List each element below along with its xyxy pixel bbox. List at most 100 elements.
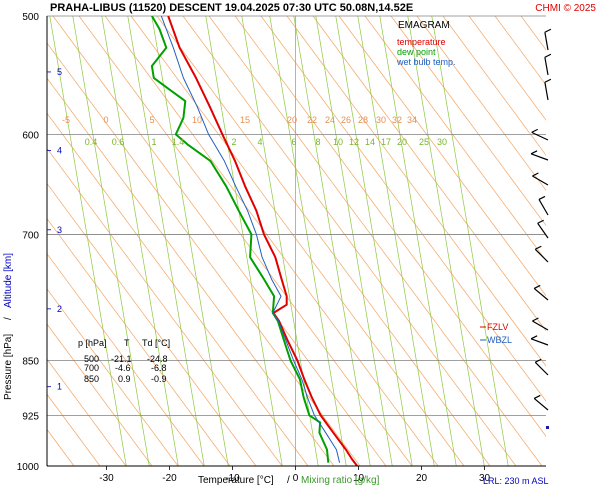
dry-adiabat-line (130, 16, 465, 466)
wind-barb-flag (544, 53, 552, 58)
x-tick-label: 10 (353, 473, 365, 484)
dry-adiabat-line (52, 16, 387, 466)
wind-barb-icon (537, 222, 549, 239)
mixing-ratio-label: 8 (315, 137, 320, 147)
table-cell: 500 (84, 354, 99, 364)
legend-dew-point: dew point (397, 47, 436, 57)
wind-barb-icon (534, 361, 549, 376)
wet-bulb-line (160, 16, 341, 463)
dry-adiabat-line (208, 16, 543, 466)
wbzl-marker: WBZL (487, 335, 512, 345)
x-tick-label: -20 (162, 473, 177, 484)
wind-barb-icon (532, 320, 549, 331)
dry-adiabat-line (47, 147, 283, 466)
wind-barb-icon (530, 338, 549, 346)
y-tick-label: 500 (22, 12, 39, 23)
table-cell: 850 (84, 374, 99, 384)
wind-barb-icon (544, 57, 549, 76)
wind-barb-flag (544, 28, 552, 33)
legend-temperature: temperature (397, 37, 446, 47)
dry-adiabat-line (468, 16, 546, 121)
dry-adiabat-label: -5 (62, 115, 70, 125)
dry-adiabat-label: 22 (307, 115, 317, 125)
wind-barb-flag (533, 394, 541, 399)
mixing-ratio-line (431, 16, 509, 466)
table-cell: -21.1 (111, 354, 132, 364)
mixing-ratio-label: 12 (349, 137, 359, 147)
dry-adiabat-label: 26 (341, 115, 351, 125)
dry-adiabat-line (47, 42, 361, 466)
altitude-tick-label: 5 (57, 67, 62, 77)
altitude-tick-label: 4 (57, 145, 62, 155)
y-tick-label: 600 (22, 130, 39, 141)
mixing-ratio-label: 1 (151, 137, 156, 147)
temperature-line (167, 16, 358, 466)
table-header-p: p [hPa] (78, 338, 107, 348)
mixing-ratio-label: 0.4 (85, 137, 98, 147)
wind-barb-flag (537, 219, 544, 224)
dry-adiabat-line (573, 16, 600, 466)
mixing-ratio-label: 1.4 (172, 137, 185, 147)
altitude-tick-label: 2 (57, 304, 62, 314)
table-cell: -6.8 (151, 363, 167, 373)
wind-barb-flag (530, 150, 538, 155)
wind-barb-flag (531, 128, 538, 133)
dry-adiabat-line (260, 16, 546, 402)
y-tick-label: 925 (22, 411, 39, 422)
mixing-ratio-label: 20 (397, 137, 407, 147)
y-tick-label: 700 (22, 230, 39, 241)
chart-title: PRAHA-LIBUS (11520) DESCENT 19.04.2025 0… (50, 2, 413, 14)
dry-adiabat-line (338, 16, 546, 297)
mixing-ratio-line (151, 16, 229, 466)
altitude-tick-label: 1 (57, 382, 62, 392)
dry-adiabat-label: 5 (149, 115, 154, 125)
dry-adiabat-line (47, 253, 205, 466)
dry-adiabat-line (234, 16, 546, 437)
mixing-ratio-label: 6 (291, 137, 296, 147)
wind-barb-icon (544, 82, 549, 101)
wind-barb-flag (533, 284, 541, 289)
mixing-ratio-label: 14 (365, 137, 375, 147)
lrl-text: LRL: 230 m ASL (483, 476, 549, 486)
wind-barb-flag (535, 358, 542, 363)
mixing-ratio-line (357, 16, 435, 466)
wind-barb-flag (532, 172, 539, 177)
dry-adiabat-label: 30 (376, 115, 386, 125)
x-tick-label: -30 (99, 473, 114, 484)
altitude-tick-label: 3 (57, 225, 62, 235)
dry-adiabat-line (312, 16, 546, 332)
dry-adiabat-line (442, 16, 546, 156)
mixing-ratio-line (335, 16, 413, 466)
wind-barb-icon (532, 175, 549, 186)
fzlv-marker: FZLV (487, 322, 508, 332)
wind-barb-icon (538, 199, 549, 216)
dry-adiabat-line (78, 16, 413, 466)
mixing-ratio-line (293, 16, 371, 466)
y-axis-label-pressure: Pressure [hPa] (3, 334, 14, 400)
mixing-ratio-label: 4 (257, 137, 262, 147)
mixing-ratio-line (49, 16, 127, 466)
dry-adiabat-line (47, 182, 257, 466)
mixing-ratio-line (407, 16, 485, 466)
dry-adiabat-label: 32 (392, 115, 402, 125)
table-header-td: Td [°C] (142, 338, 170, 348)
wind-barb-flag (530, 335, 538, 340)
dry-adiabat-label: 15 (240, 115, 250, 125)
dry-adiabat-label: 10 (192, 115, 202, 125)
wind-calm-marker (546, 426, 549, 429)
table-cell: 0.9 (118, 374, 131, 384)
dry-adiabat-label: 28 (358, 115, 368, 125)
x-tick-label: 0 (293, 473, 299, 484)
table-cell: -4.6 (115, 363, 131, 373)
x-axis-label-mix: Mixing ratio [g/kg] (301, 475, 380, 486)
dew-point-line (150, 16, 330, 463)
mixing-ratio-line (379, 16, 457, 466)
mixing-ratio-line (101, 16, 179, 466)
dry-adiabat-line (47, 323, 153, 466)
wind-barb-flag (544, 78, 552, 83)
wind-barb-icon (533, 287, 549, 301)
wind-barb-icon (531, 131, 549, 141)
wind-barb-flag (532, 317, 539, 322)
wind-barb-icon (544, 32, 549, 51)
